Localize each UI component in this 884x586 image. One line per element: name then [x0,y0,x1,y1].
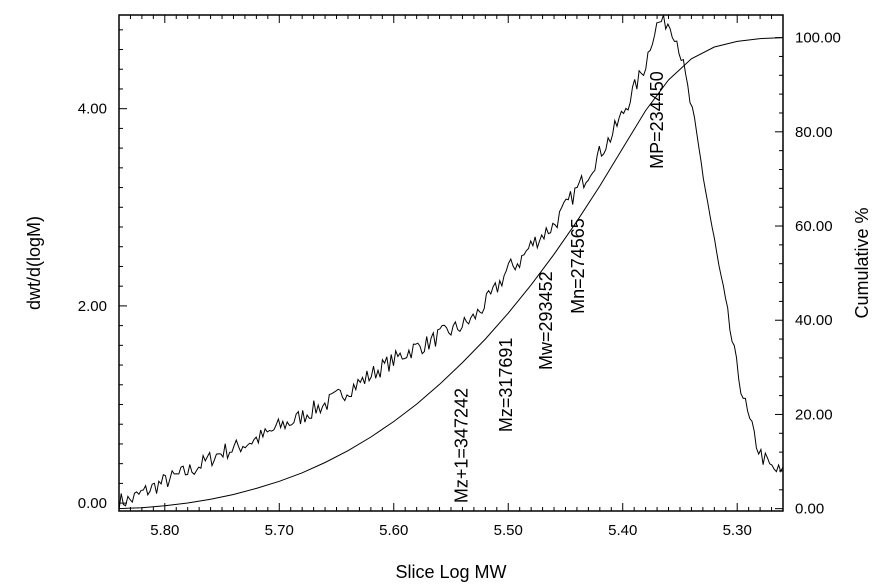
y-left-tick-label: 4.00 [78,101,107,118]
y-right-tick-label: 60.00 [795,218,833,235]
y-left-tick-label: 2.00 [78,298,107,315]
annotation-label: MP=234450 [647,71,667,169]
annotation-label: Mz+1=347242 [451,388,471,503]
series-layer [118,14,784,511]
x-axis-title: Slice Log MW [395,562,506,582]
y-left-tick-label: 0.00 [78,495,107,512]
y-right-tick-label: 100.00 [795,30,841,47]
cumulative-curve [118,37,784,510]
x-tick-label: 5.50 [494,522,523,539]
x-tick-label: 5.30 [723,522,752,539]
x-tick-label: 5.80 [150,522,179,539]
y-right-tick-label: 0.00 [795,501,824,518]
x-tick-label: 5.70 [265,522,294,539]
x-tick-label: 5.40 [608,522,637,539]
annotation-label: Mn=274565 [568,218,588,314]
annotation-label: Mw=293452 [536,271,556,370]
y-right-tick-label: 40.00 [795,312,833,329]
y-right-tick-label: 80.00 [795,124,833,141]
x-tick-label: 5.60 [379,522,408,539]
left-axis-title: dwt/d(logM) [24,216,44,310]
annotations: Mz+1=347242 Mz=317691 Mw=293452 Mn=274565 MP… [451,71,667,503]
right-axis-title: Cumulative % [852,207,872,318]
distribution-curve [118,14,784,511]
annotation-label: Mz=317691 [496,338,516,433]
y-right-tick-label: 20.00 [795,406,833,423]
tick-labels: 5.80 5.70 5.60 5.50 5.40 5.30 0.00 2.00 4.00 0.00… [78,30,841,539]
